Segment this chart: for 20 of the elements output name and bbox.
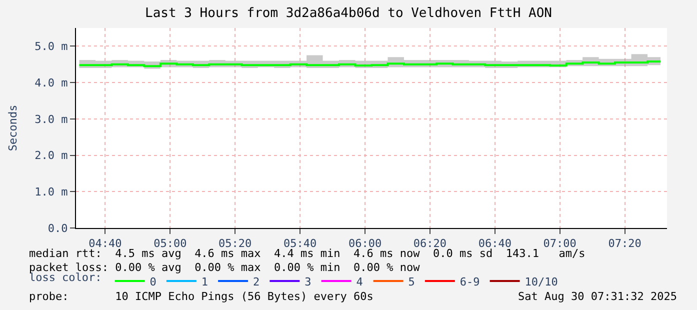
y-tick-label: 3.0 m — [34, 112, 68, 126]
legend-label: 2 — [253, 275, 260, 288]
legend-label: 5 — [408, 275, 415, 288]
legend-label: 3 — [304, 275, 312, 288]
y-tick-label: 1.0 m — [34, 185, 68, 198]
legend-label: 1 — [201, 275, 208, 288]
y-axis-title: Seconds — [6, 104, 20, 152]
legend-label: 4 — [356, 275, 364, 288]
text: packet loss: 0.00 % avg 0.00 % max 0.00 % min 0.00 % now — [29, 261, 420, 274]
y-tick-label: 5.0 m — [34, 40, 68, 54]
y-tick-label: 0.0 — [48, 222, 68, 235]
y-tick-label: 2.0 m — [34, 149, 68, 162]
legend-label: 6-9 — [460, 275, 480, 288]
legend-label: 10/10 — [524, 275, 558, 288]
text: probe: 10 ICMP Echo Pings (56 Bytes) every 60s — [29, 290, 374, 303]
legend-label: 0 — [150, 275, 156, 288]
y-tick-label: 4.0 m — [34, 76, 68, 90]
chart-title: Last 3 Hours from 3d2a86a4b06d to Veldhoven FttH AON — [145, 6, 552, 21]
x-tick-label: 07:20 — [608, 237, 642, 250]
text: Sat Aug 30 07:31:32 2025 — [518, 290, 677, 303]
